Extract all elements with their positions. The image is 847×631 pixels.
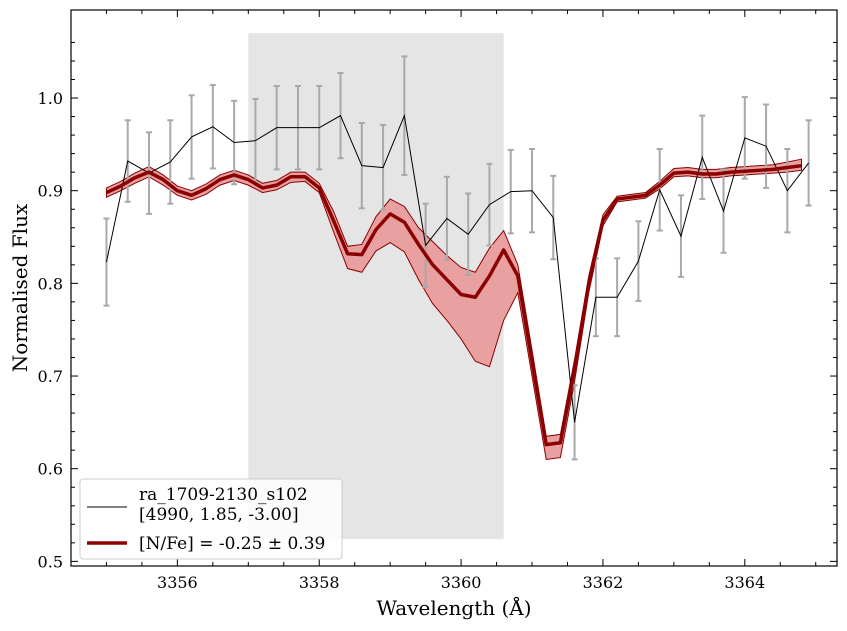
y-tick-label: 0.6	[38, 460, 63, 479]
model-spectrum-line	[105, 163, 802, 447]
plot-area	[70, 9, 838, 567]
model-uncertainty-band	[105, 158, 803, 460]
observed-spectrum-line	[105, 113, 810, 423]
x-axis-ticks: 3356 3358 3360 3362 3364	[105, 10, 817, 592]
x-tick-label: 3364	[724, 573, 765, 592]
y-tick-label: 0.7	[38, 367, 63, 386]
x-tick-label: 3360	[441, 573, 482, 592]
y-axis-ticks: 0.5 0.6 0.7 0.8 0.9 1.0	[38, 41, 837, 571]
x-tick-label: 3362	[583, 573, 624, 592]
legend: ra_1709-2130_s102 [4990, 1.85, -3.00] [N…	[79, 478, 343, 560]
y-tick-label: 1.0	[38, 89, 63, 108]
y-axis-label: Normalised Flux	[8, 203, 32, 372]
y-tick-label: 0.5	[38, 552, 63, 571]
model-fill-band	[105, 158, 803, 460]
legend-observed-params: [4990, 1.85, -3.00]	[139, 505, 299, 525]
legend-model-label: [N/Fe] = -0.25 ± 0.39	[139, 534, 325, 554]
y-tick-label: 0.9	[38, 182, 63, 201]
x-tick-label: 3356	[157, 573, 198, 592]
axes-frame	[70, 9, 838, 567]
x-tick-label: 3358	[299, 573, 340, 592]
x-axis-label: Wavelength (Å)	[376, 595, 531, 620]
legend-observed-label: ra_1709-2130_s102	[139, 485, 308, 505]
y-tick-label: 0.8	[38, 274, 63, 293]
legend-box	[79, 478, 343, 560]
